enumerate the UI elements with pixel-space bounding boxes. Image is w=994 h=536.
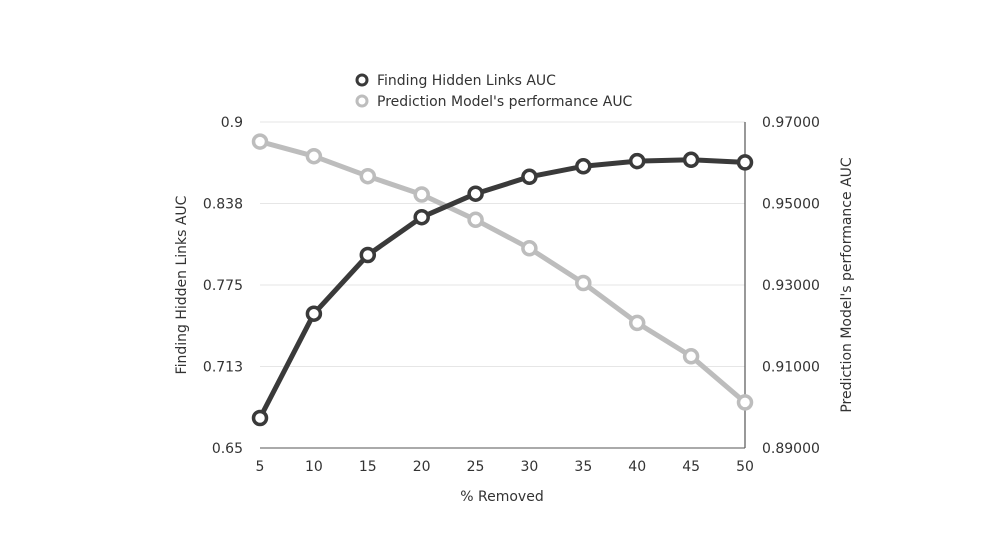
data-point — [628, 152, 646, 170]
data-point — [521, 168, 538, 186]
y-left-tick-label: 0.775 — [203, 278, 243, 294]
x-tick-label: 10 — [305, 459, 323, 475]
axes: 0.65 0.713 0.775 0.838 0.9 0.89000 0.91000 0.93… — [203, 115, 820, 475]
y-right-tick-label: 0.93000 — [762, 278, 820, 294]
data-points — [251, 133, 754, 427]
data-point — [413, 186, 430, 203]
x-tick-label: 15 — [359, 459, 377, 475]
data-point — [251, 133, 269, 150]
legend-label: Prediction Model's performance AUC — [377, 94, 633, 110]
data-point — [467, 185, 484, 202]
x-tick-label: 50 — [736, 459, 754, 475]
x-tick-label: 45 — [682, 459, 700, 475]
x-tick-label: 40 — [628, 459, 646, 475]
data-point — [682, 151, 700, 169]
legend-label: Finding Hidden Links AUC — [377, 73, 556, 89]
y-left-tick-label: 0.9 — [221, 115, 243, 131]
data-point — [251, 409, 269, 427]
data-point — [305, 305, 323, 322]
x-tick-label: 5 — [256, 459, 265, 475]
y-right-tick-label: 0.97000 — [762, 115, 820, 131]
data-point — [736, 154, 754, 171]
data-point — [736, 394, 754, 411]
data-point — [682, 348, 700, 365]
series-line — [257, 139, 748, 405]
data-point — [628, 314, 646, 332]
y-left-tick-label: 0.713 — [203, 360, 243, 376]
y-right-tick-label: 0.95000 — [762, 197, 820, 213]
x-axis-title: % Removed — [460, 489, 543, 505]
x-tick-label: 30 — [521, 459, 539, 475]
y-right-tick-label: 0.91000 — [762, 360, 820, 376]
y-left-tick-label: 0.65 — [212, 441, 243, 457]
data-point — [521, 240, 538, 257]
x-tick-label: 35 — [574, 459, 592, 475]
x-tick-label: 20 — [413, 459, 431, 475]
y-right-tick-label: 0.89000 — [762, 441, 820, 457]
data-point — [359, 246, 377, 264]
data-point — [413, 208, 430, 226]
y-right-axis-title: Prediction Model's performance AUC — [839, 157, 855, 413]
legend-marker — [355, 94, 369, 108]
y-left-axis-title: Finding Hidden Links AUC — [174, 195, 190, 374]
y-left-tick-label: 0.838 — [203, 197, 243, 213]
data-point — [305, 147, 323, 165]
data-point — [575, 274, 592, 292]
series-line — [257, 157, 748, 421]
data-point — [575, 158, 592, 175]
x-tick-label: 25 — [467, 459, 485, 475]
legend-marker — [355, 73, 369, 87]
legend: Finding Hidden Links AUC Prediction Model… — [355, 73, 633, 110]
series-lines — [257, 139, 748, 421]
data-point — [359, 167, 377, 185]
data-point — [467, 211, 484, 229]
